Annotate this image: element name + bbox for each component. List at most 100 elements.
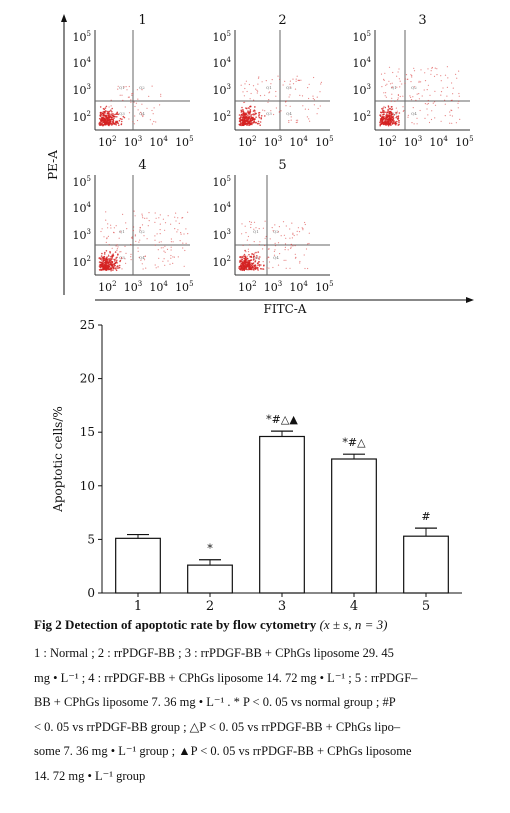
flow-event-dot xyxy=(99,266,101,269)
flow-event-dot xyxy=(292,245,294,247)
flow-event-dot xyxy=(119,231,121,233)
flow-event-dot xyxy=(116,267,119,269)
flow-event-dot xyxy=(160,241,162,243)
flow-event-dot xyxy=(385,124,387,126)
flow-event-dot xyxy=(251,122,254,124)
flow-event-dot xyxy=(262,109,264,111)
flow-event-dot xyxy=(108,261,110,264)
flow-event-dot xyxy=(250,114,253,116)
flow-event-dot xyxy=(101,266,103,268)
flow-event-dot xyxy=(120,257,123,259)
flow-event-dot xyxy=(249,105,251,108)
flow-event-dot xyxy=(410,74,412,76)
flow-event-dot xyxy=(240,114,242,116)
flow-event-dot xyxy=(110,255,112,258)
flow-event-dot xyxy=(133,123,135,125)
flow-event-dot xyxy=(105,261,107,264)
flow-y-tick-label: 104 xyxy=(353,56,372,70)
flow-event-dot xyxy=(131,93,133,95)
flow-event-dot xyxy=(107,263,110,266)
flow-event-dot xyxy=(110,109,112,111)
flow-event-dot xyxy=(289,94,291,96)
flow-event-dot xyxy=(175,212,177,214)
flow-x-tick-label: 103 xyxy=(264,135,282,149)
flow-event-dot xyxy=(241,265,244,268)
flow-event-dot xyxy=(117,85,119,87)
flow-event-dot xyxy=(431,66,433,69)
flow-event-dot xyxy=(424,72,426,74)
flow-event-dot xyxy=(380,120,382,122)
flow-event-dot xyxy=(138,241,140,243)
flow-event-dot xyxy=(421,95,423,97)
flow-event-dot xyxy=(178,222,180,224)
flow-event-dot xyxy=(248,266,250,268)
flow-event-dot xyxy=(164,251,166,253)
flow-event-dot xyxy=(241,269,243,272)
flow-event-dot xyxy=(416,123,418,125)
flow-event-dot xyxy=(137,98,139,100)
flow-event-dot xyxy=(154,244,156,246)
flow-event-dot xyxy=(259,124,262,126)
flow-event-dot xyxy=(119,94,121,96)
flow-event-dot xyxy=(268,267,270,269)
flow-event-dot xyxy=(384,72,386,74)
flow-event-dot xyxy=(110,224,112,226)
flow-event-dot xyxy=(260,115,263,117)
flow-event-dot xyxy=(142,268,144,270)
flow-event-dot xyxy=(420,69,422,71)
flow-event-dot xyxy=(269,238,271,240)
flow-event-dot xyxy=(271,79,273,81)
caption-title: Fig 2 Detection of apoptotic rate by flo… xyxy=(34,617,317,632)
flow-event-dot xyxy=(395,107,397,109)
flow-event-dot xyxy=(244,265,246,268)
flow-event-dot xyxy=(109,263,111,266)
flow-event-dot xyxy=(384,95,386,97)
flow-event-dot xyxy=(141,224,144,226)
flow-event-dot xyxy=(440,91,443,93)
flow-event-dot xyxy=(105,120,108,122)
flow-event-dot xyxy=(134,115,136,117)
flow-event-dot xyxy=(263,265,265,267)
flow-event-dot xyxy=(290,116,292,118)
flow-y-tick-label: 102 xyxy=(213,255,231,269)
flow-event-dot xyxy=(288,96,290,98)
bar-4 xyxy=(331,458,377,594)
flow-event-dot xyxy=(169,263,171,265)
flow-event-dot xyxy=(294,88,297,90)
flow-event-dot xyxy=(170,249,172,251)
flow-event-dot xyxy=(133,210,135,212)
flow-event-dot xyxy=(316,113,318,115)
flow-quadrant-label: Q2 xyxy=(139,85,145,90)
flow-event-dot xyxy=(256,122,258,124)
flow-event-dot xyxy=(238,267,240,270)
flow-event-dot xyxy=(264,110,266,112)
flow-event-dot xyxy=(458,70,460,72)
flow-event-dot xyxy=(241,106,243,109)
flow-event-dot xyxy=(319,105,321,107)
flow-event-dot xyxy=(157,249,159,251)
flow-event-dot xyxy=(380,123,383,125)
flow-event-dot xyxy=(155,267,157,269)
flow-event-dot xyxy=(298,231,301,233)
flow-event-dot xyxy=(170,257,172,259)
flow-event-dot xyxy=(185,242,187,244)
flow-event-dot xyxy=(410,81,412,83)
flow-event-dot xyxy=(434,67,436,69)
flow-event-dot xyxy=(108,244,110,246)
flow-event-dot xyxy=(130,259,132,261)
flow-event-dot xyxy=(396,75,398,77)
flow-event-dot xyxy=(105,211,107,213)
flow-event-dot xyxy=(385,119,387,121)
flow-event-dot xyxy=(264,237,266,239)
flow-event-dot xyxy=(385,92,387,94)
flow-event-dot xyxy=(247,112,250,115)
flow-event-dot xyxy=(387,121,390,123)
flow-event-dot xyxy=(458,100,460,102)
flow-event-dot xyxy=(115,245,117,247)
flow-event-dot xyxy=(387,109,389,112)
flow-event-dot xyxy=(264,94,266,96)
flow-event-dot xyxy=(415,99,417,101)
flow-x-tick-label: 104 xyxy=(289,280,308,294)
flow-event-dot xyxy=(251,117,254,119)
flow-event-dot xyxy=(383,119,385,121)
